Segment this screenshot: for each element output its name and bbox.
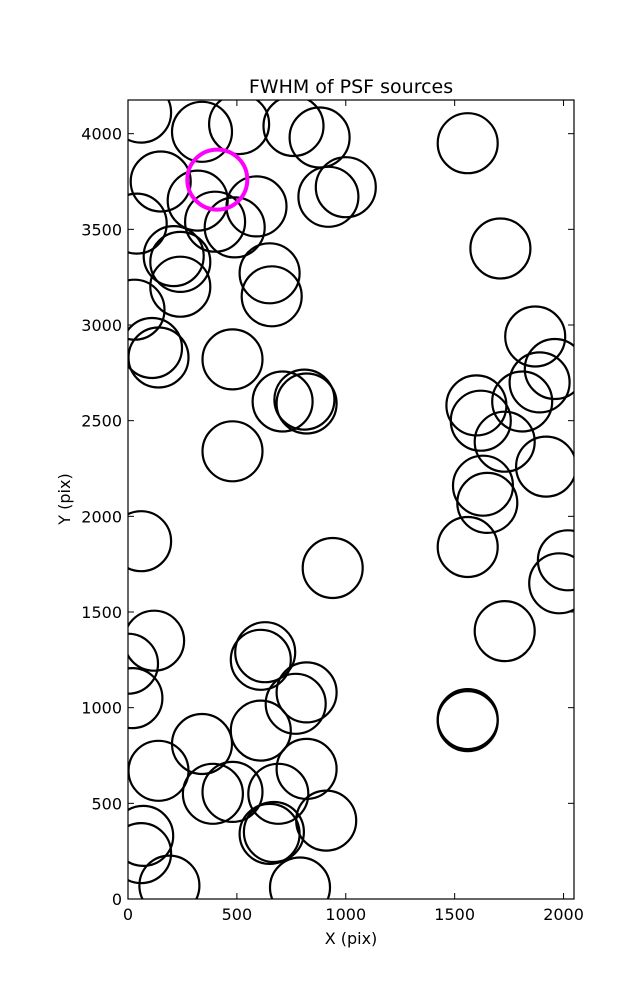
source-circle bbox=[247, 762, 310, 825]
source-circle bbox=[128, 316, 184, 380]
source-circle bbox=[528, 552, 574, 615]
source-circle bbox=[436, 515, 499, 579]
source-circle bbox=[295, 789, 358, 852]
source-circle bbox=[128, 632, 160, 695]
source-circle bbox=[128, 667, 164, 730]
source-circle bbox=[242, 800, 305, 864]
source-circle bbox=[262, 100, 325, 158]
source-circle bbox=[238, 802, 301, 866]
source-circle bbox=[149, 230, 212, 293]
source-circle bbox=[208, 100, 271, 156]
source-circle bbox=[268, 856, 332, 899]
plot-frame bbox=[127, 99, 575, 900]
x-axis-label: X (pix) bbox=[325, 929, 378, 948]
source-circle bbox=[138, 854, 201, 899]
source-circle bbox=[536, 529, 574, 592]
y-tick-label: 1000 bbox=[81, 699, 122, 718]
source-circle bbox=[473, 410, 536, 473]
x-axis-ticks: 0 500 1000 1500 2000 bbox=[123, 100, 584, 924]
source-circle bbox=[273, 368, 336, 431]
source-circle bbox=[238, 242, 301, 305]
source-circle bbox=[456, 471, 519, 534]
x-tick-label: 1500 bbox=[434, 905, 475, 924]
source-circle bbox=[508, 351, 571, 414]
source-circle bbox=[181, 762, 244, 825]
source-circle bbox=[251, 370, 314, 433]
source-circle bbox=[449, 389, 512, 452]
source-circle bbox=[297, 165, 360, 228]
source-circle bbox=[229, 699, 292, 762]
source-circle bbox=[469, 217, 532, 280]
source-circle bbox=[128, 822, 173, 885]
source-circle bbox=[128, 739, 190, 802]
source-circle bbox=[515, 435, 574, 498]
x-tick-label: 1000 bbox=[325, 905, 366, 924]
source-circle bbox=[436, 687, 499, 751]
source-circle bbox=[275, 372, 338, 435]
y-tick-label: 500 bbox=[91, 794, 122, 813]
y-tick-label: 4000 bbox=[81, 125, 122, 144]
y-tick-label: 3000 bbox=[81, 316, 122, 335]
source-circle bbox=[128, 804, 175, 867]
source-circle bbox=[128, 510, 173, 573]
source-circle bbox=[201, 328, 264, 391]
source-circle bbox=[436, 112, 499, 175]
source-circle bbox=[264, 672, 327, 735]
highlighted-source-circle bbox=[185, 147, 250, 212]
source-circle bbox=[128, 192, 168, 255]
source-circle bbox=[170, 100, 234, 163]
x-tick-label: 0 bbox=[123, 905, 133, 924]
source-circle bbox=[473, 599, 536, 663]
x-tick-label: 2000 bbox=[543, 905, 584, 924]
source-circle bbox=[203, 196, 266, 259]
source-circle bbox=[240, 265, 303, 328]
source-circle bbox=[491, 370, 554, 433]
source-circle bbox=[229, 628, 292, 691]
y-tick-label: 1500 bbox=[81, 603, 122, 622]
y-axis-ticks: 0 500 1000 1500 2000 2500 3000 3500 4000 bbox=[81, 125, 574, 909]
source-circle bbox=[301, 536, 364, 600]
source-circle bbox=[128, 100, 173, 144]
source-circle bbox=[184, 190, 247, 253]
chart-title: FWHM of PSF sources bbox=[249, 76, 453, 98]
source-circle bbox=[129, 150, 192, 213]
source-circle bbox=[142, 225, 205, 288]
y-tick-label: 2500 bbox=[81, 412, 122, 431]
source-circle bbox=[436, 689, 499, 753]
source-circle bbox=[128, 609, 186, 672]
plot-marks bbox=[128, 100, 574, 899]
source-circle bbox=[149, 255, 212, 318]
source-circle bbox=[504, 305, 567, 368]
source-circle bbox=[275, 661, 338, 724]
source-circle bbox=[201, 760, 264, 824]
source-circle bbox=[234, 621, 297, 684]
y-axis-label: Y (pix) bbox=[55, 473, 74, 525]
x-tick-label: 500 bbox=[222, 905, 253, 924]
y-tick-label: 2000 bbox=[81, 507, 122, 526]
source-circle bbox=[201, 420, 264, 483]
source-circle bbox=[314, 156, 377, 219]
y-tick-label: 0 bbox=[112, 890, 122, 909]
source-circle bbox=[523, 337, 574, 401]
y-tick-label: 3500 bbox=[81, 220, 122, 239]
